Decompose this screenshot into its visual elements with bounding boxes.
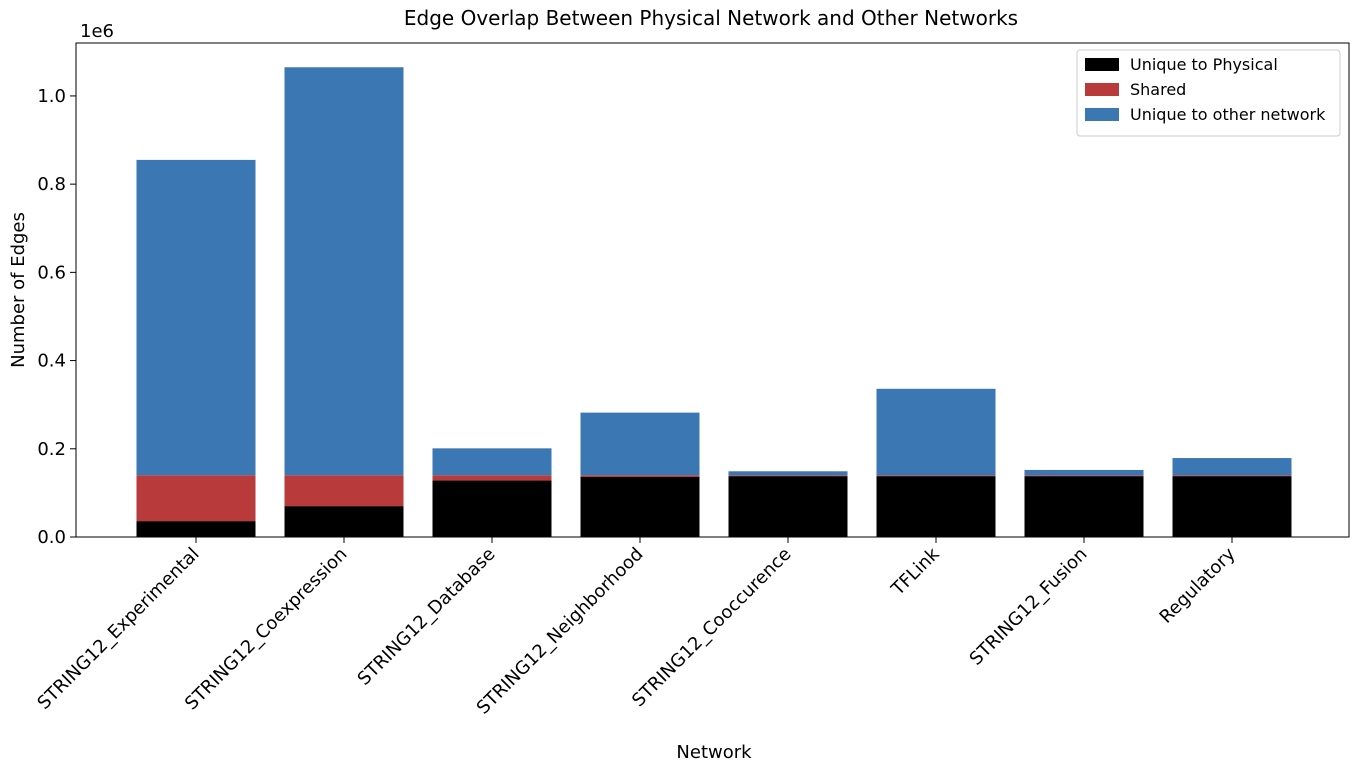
bar-shared-2 bbox=[432, 475, 552, 481]
y-tick-label: 0.4 bbox=[37, 351, 66, 372]
x-tick-label: STRING12_Experimental bbox=[33, 544, 203, 714]
bar-unique-to-other-network-4 bbox=[728, 471, 848, 476]
bar-unique-to-other-network-1 bbox=[284, 67, 404, 476]
bar-unique-to-physical-6 bbox=[1024, 476, 1144, 537]
bar-shared-6 bbox=[1024, 475, 1144, 477]
bar-shared-0 bbox=[136, 475, 256, 522]
y-tick-label: 0.2 bbox=[37, 439, 66, 460]
bar-shared-7 bbox=[1172, 475, 1292, 477]
legend-label: Unique to Physical bbox=[1130, 55, 1278, 74]
x-axis: STRING12_ExperimentalSTRING12_Coexpressi… bbox=[33, 537, 1240, 719]
legend-swatch bbox=[1085, 58, 1119, 71]
legend-label: Shared bbox=[1130, 80, 1186, 99]
y-axis-title: Number of Edges bbox=[8, 212, 29, 368]
bar-unique-to-physical-1 bbox=[284, 506, 404, 537]
bar-unique-to-other-network-7 bbox=[1172, 458, 1292, 476]
y-tick-label: 0.6 bbox=[37, 262, 66, 283]
bar-shared-1 bbox=[284, 475, 404, 507]
x-tick-label: STRING12_Neighborhood bbox=[473, 544, 648, 719]
chart-title: Edge Overlap Between Physical Network an… bbox=[404, 6, 1018, 30]
x-tick-label: STRING12_Fusion bbox=[966, 544, 1092, 670]
legend: Unique to Physical Shared Unique to other … bbox=[1076, 49, 1341, 137]
legend-label: Unique to other network bbox=[1130, 105, 1326, 124]
legend-swatch bbox=[1085, 83, 1119, 96]
x-tick-label: Regulatory bbox=[1156, 543, 1240, 627]
y-tick-label: 0.0 bbox=[37, 527, 66, 548]
bar-unique-to-other-network-2 bbox=[432, 448, 552, 476]
bar-unique-to-physical-4 bbox=[728, 476, 848, 537]
bar-unique-to-other-network-5 bbox=[876, 388, 996, 476]
y-tick-label: 0.8 bbox=[37, 174, 66, 195]
bar-shared-4 bbox=[728, 475, 848, 477]
bar-unique-to-physical-2 bbox=[432, 480, 552, 537]
x-axis-title: Network bbox=[676, 742, 752, 763]
y-axis: 0.0 0.2 0.4 0.6 0.8 1.0 bbox=[37, 86, 76, 548]
x-tick-label: STRING12_Database bbox=[354, 544, 500, 690]
x-tick-label: STRING12_Cooccurence bbox=[628, 544, 795, 711]
bar-unique-to-physical-5 bbox=[876, 476, 996, 537]
bar-unique-to-physical-0 bbox=[136, 521, 256, 537]
bar-shared-5 bbox=[876, 475, 996, 477]
plot-frame bbox=[75, 42, 1350, 538]
x-tick-label: STRING12_Coexpression bbox=[181, 544, 352, 715]
legend-swatch bbox=[1085, 108, 1119, 121]
bar-unique-to-other-network-6 bbox=[1024, 469, 1144, 476]
y-tick-label: 1.0 bbox=[37, 86, 66, 107]
bar-shared-3 bbox=[580, 475, 700, 478]
bar-unique-to-physical-3 bbox=[580, 477, 700, 537]
bars-layer bbox=[136, 67, 1292, 537]
x-tick-label: TFLink bbox=[887, 543, 944, 600]
legend-frame bbox=[1076, 49, 1341, 137]
bar-unique-to-physical-7 bbox=[1172, 476, 1292, 537]
y-multiplier-label: 1e6 bbox=[80, 21, 114, 42]
bar-unique-to-other-network-0 bbox=[136, 159, 256, 476]
bar-unique-to-other-network-3 bbox=[580, 412, 700, 476]
